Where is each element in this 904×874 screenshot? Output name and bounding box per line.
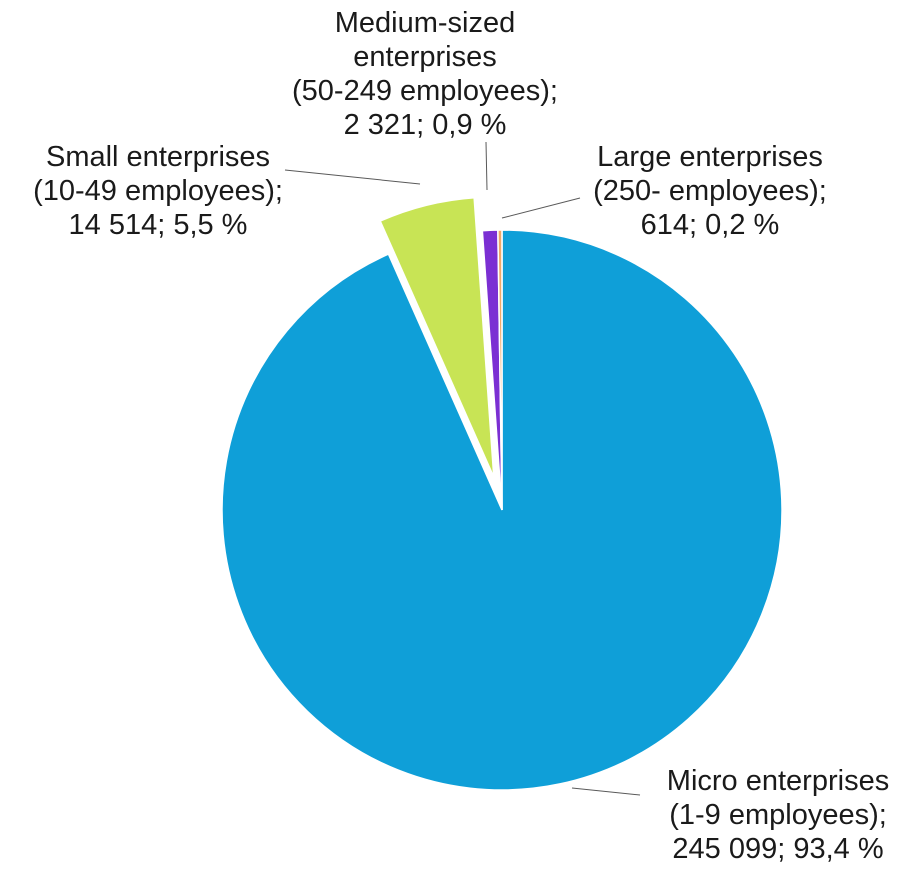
slice-label-line: Micro enterprises [667, 765, 889, 797]
slice-label-line: 245 099; 93,4 % [672, 833, 883, 865]
leader-line-medium-sized-enterprises [485, 141, 488, 191]
slice-label-micro-enterprises: Micro enterprises (1-9 employees); 245 099… [667, 765, 889, 865]
slice-label-line: Medium-sized [335, 7, 516, 39]
slice-label-line: 2 321; 0,9 % [344, 109, 507, 141]
pie-slices [221, 196, 783, 791]
slice-label-medium-sized-enterprises: Medium-sized enterprises (50-249 employees… [292, 7, 558, 141]
slice-label-small-enterprises: Small enterprises (10-49 employees); 14 51… [33, 141, 283, 241]
leader-line-large-enterprises [501, 197, 581, 219]
leader-lines [284, 141, 641, 796]
slice-label-large-enterprises: Large enterprises (250- employees); 614; 0… [593, 141, 827, 241]
slice-label-line: Large enterprises [597, 141, 823, 173]
slice-labels: Micro enterprises (1-9 employees); 245 099… [33, 7, 889, 865]
slice-label-line: Small enterprises [46, 141, 270, 173]
slice-label-line: 614; 0,2 % [641, 209, 780, 241]
leader-line-micro-enterprises [571, 787, 641, 796]
slice-label-line: enterprises [353, 41, 496, 73]
leader-line-small-enterprises [284, 169, 421, 185]
pie-slice-large-enterprises [497, 229, 503, 511]
slice-label-line: (250- employees); [593, 175, 827, 207]
slice-label-line: (10-49 employees); [33, 175, 283, 207]
slice-label-line: (1-9 employees); [669, 799, 887, 831]
slice-label-line: (50-249 employees); [292, 75, 558, 107]
slice-label-line: 14 514; 5,5 % [69, 209, 248, 241]
pie-slice-small-enterprises [379, 196, 495, 478]
